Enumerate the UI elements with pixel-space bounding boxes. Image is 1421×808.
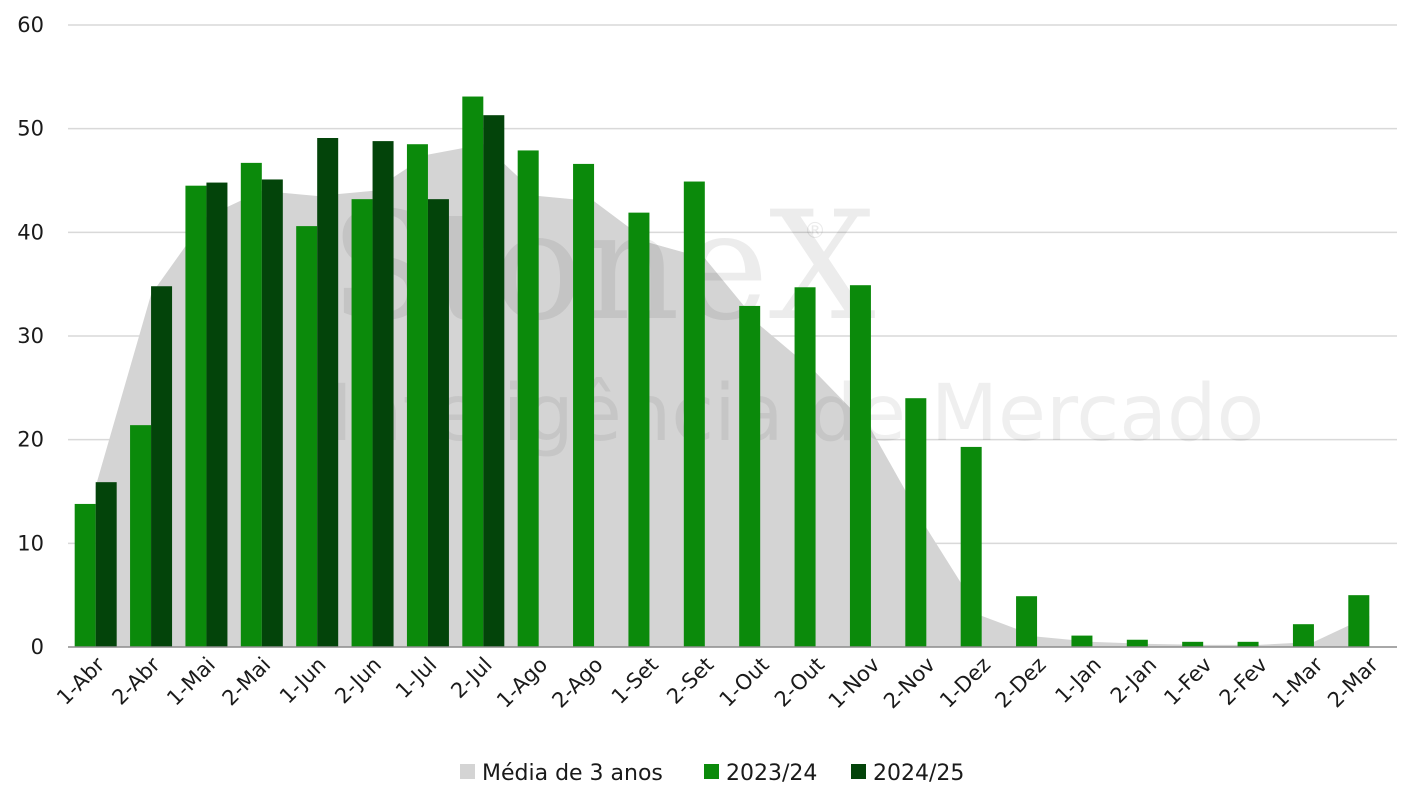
- x-tick-label: 1-Jan: [1050, 653, 1105, 708]
- legend-swatch: [460, 764, 475, 779]
- x-tick-label: 2-Jul: [446, 653, 497, 704]
- y-tick-label: 60: [17, 13, 44, 37]
- bar-2023-24-1-Set: [628, 212, 650, 648]
- x-tick-label: 1-Out: [715, 653, 774, 712]
- x-tick-label: 1-Mai: [162, 653, 220, 711]
- y-tick-label: 10: [17, 531, 44, 555]
- x-tick-label: 2-Abr: [107, 652, 164, 709]
- bar-2023-24-1-Abr: [74, 503, 96, 647]
- bar-2024-25-2-Mai: [261, 179, 283, 648]
- legend-swatch: [704, 764, 719, 779]
- y-tick-label: 50: [17, 117, 44, 141]
- x-tick-label: 2-Out: [770, 653, 829, 712]
- bar-2023-24-1-Mar: [1292, 624, 1314, 647]
- bars: [74, 96, 1370, 648]
- bar-2023-24-1-Dez: [960, 446, 982, 647]
- bar-2023-24-2-Mar: [1348, 595, 1370, 647]
- x-tick-label: 1-Set: [607, 653, 663, 709]
- bar-2023-24-2-Nov: [905, 398, 927, 647]
- bar-2023-24-1-Jul: [406, 144, 428, 647]
- watermark-registered-mark: ®: [804, 219, 826, 244]
- x-tick-label: 2-Ago: [547, 653, 607, 713]
- x-tick-label: 2-Mai: [218, 653, 276, 711]
- legend-label: Média de 3 anos: [482, 761, 663, 786]
- bar-2023-24-2-Fev: [1237, 641, 1259, 647]
- x-tick-label: 1-Nov: [824, 653, 885, 714]
- bar-2023-24-2-Jan: [1126, 639, 1148, 647]
- bar-2024-25-1-Abr: [95, 482, 117, 647]
- bar-2023-24-2-Ago: [573, 163, 595, 647]
- x-tick-label: 2-Fev: [1215, 653, 1272, 710]
- bar-2024-25-1-Mai: [206, 182, 228, 647]
- x-tick-label: 1-Dez: [935, 653, 995, 713]
- legend-label: 2024/25: [873, 761, 964, 786]
- y-axis: 0 10 20 30 40 50 60: [17, 13, 44, 659]
- x-tick-label: 2-Jun: [330, 653, 386, 709]
- x-tick-label: 1-Fev: [1159, 653, 1216, 710]
- x-tick-label: 1-Ago: [492, 653, 552, 713]
- x-tick-label: 2-Jan: [1106, 653, 1161, 708]
- bar-2023-24-1-Nov: [849, 285, 871, 647]
- legend-label: 2023/24: [726, 761, 817, 786]
- y-tick-label: 30: [17, 324, 44, 348]
- bar-2023-24-2-Mai: [240, 162, 262, 648]
- bar-2023-24-2-Jul: [462, 96, 484, 647]
- bar-2023-24-1-Jun: [296, 226, 318, 647]
- bar-2023-24-2-Jun: [351, 199, 373, 647]
- x-tick-label: 1-Jul: [391, 653, 442, 704]
- bar-2023-24-2-Set: [683, 181, 705, 647]
- bar-2024-25-2-Jun: [372, 141, 394, 647]
- bar-2024-25-2-Abr: [151, 286, 173, 647]
- x-tick-label: 2-Nov: [879, 653, 940, 714]
- x-tick-label: 2-Mar: [1323, 652, 1383, 712]
- bar-2023-24-1-Jan: [1071, 635, 1093, 647]
- x-tick-label: 2-Dez: [990, 653, 1050, 713]
- legend-swatch: [851, 764, 866, 779]
- bar-2023-24-2-Abr: [130, 425, 152, 647]
- y-tick-label: 0: [31, 635, 44, 659]
- bar-2023-24-1-Fev: [1182, 641, 1204, 647]
- x-tick-label: 1-Mar: [1268, 652, 1328, 712]
- bar-2023-24-2-Out: [794, 287, 816, 647]
- bar-2023-24-1-Ago: [517, 150, 539, 648]
- x-tick-label: 1-Abr: [52, 652, 109, 709]
- bar-2023-24-1-Mai: [185, 185, 207, 647]
- bar-2023-24-2-Dez: [1016, 596, 1038, 647]
- bar-2024-25-2-Jul: [483, 115, 505, 647]
- bar-2024-25-1-Jun: [317, 137, 339, 647]
- bar-2024-25-1-Jul: [427, 199, 449, 647]
- y-tick-label: 20: [17, 428, 44, 452]
- legend: Média de 3 anos 2023/24 2024/25: [460, 761, 964, 786]
- x-tick-label: 1-Jun: [275, 653, 331, 709]
- bar-2023-24-1-Out: [739, 305, 761, 647]
- x-tick-label: 2-Set: [662, 653, 718, 709]
- y-tick-label: 40: [17, 220, 44, 244]
